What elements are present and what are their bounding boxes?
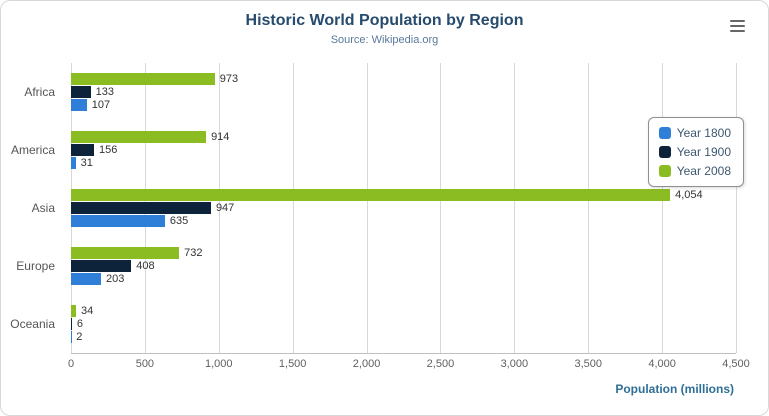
x-tick-label: 2,500	[426, 358, 455, 370]
gridline	[514, 63, 516, 353]
x-tick-label: 4,500	[722, 358, 750, 370]
bar-year-1900[interactable]	[71, 86, 91, 98]
bar-group-oceania: 34 6 2	[71, 295, 736, 353]
gridline	[218, 63, 220, 353]
legend-symbol-icon	[658, 165, 671, 177]
bar-data-label: 4,054	[675, 189, 703, 201]
x-tick-label: 3,000	[500, 358, 529, 370]
bar-row: 635	[71, 215, 736, 227]
bar-group-asia: 4,054 947 635	[71, 179, 736, 237]
y-category-label: Oceania	[10, 317, 55, 331]
legend-item-year-1900[interactable]: Year 1900	[658, 145, 731, 159]
bar-year-1800[interactable]	[71, 157, 76, 169]
gridline	[736, 63, 737, 353]
bar-row: 4,054	[71, 189, 736, 201]
x-axis-title: Population (millions)	[615, 382, 734, 396]
bar-year-1900[interactable]	[71, 260, 132, 272]
y-category-label: Asia	[31, 201, 55, 215]
bar-year-2008[interactable]	[71, 247, 180, 259]
x-tick-label: 0	[67, 358, 75, 370]
legend-symbol-icon	[658, 127, 671, 139]
bar-row: 947	[71, 202, 736, 214]
legend-label: Year 1800	[676, 126, 731, 140]
legend-item-year-2008[interactable]: Year 2008	[658, 164, 731, 178]
bar-row: 203	[71, 273, 736, 285]
bar-row: 107	[71, 99, 736, 111]
bar-data-label: 947	[215, 202, 235, 214]
bar-data-label: 34	[81, 305, 94, 317]
gridline	[588, 63, 590, 353]
hamburger-menu-icon[interactable]	[730, 20, 745, 32]
bar-year-1800[interactable]	[71, 215, 165, 227]
bar-row: 408	[71, 260, 736, 272]
x-tick-label: 1,500	[278, 358, 307, 370]
bar-year-1800[interactable]	[71, 273, 101, 285]
bar-year-2008[interactable]	[71, 131, 207, 143]
plot-area: 973 133 107 914 156 31 4,054 947 635 732 408 203 34 6…	[71, 63, 737, 354]
bar-row: 732	[71, 247, 736, 259]
x-tick-label: 2,000	[352, 358, 381, 370]
gridline	[366, 63, 368, 353]
x-axis-tick-labels: 0 500 1,000 1,500 2,000 2,500 3,000 3,500 4,000 4…	[67, 358, 750, 374]
x-tick-label: 500	[135, 358, 155, 370]
bar-year-1800[interactable]	[71, 99, 87, 111]
gridline	[292, 63, 294, 353]
bar-group-america: 914 156 31	[71, 121, 736, 179]
x-tick-label: 1,000	[205, 358, 233, 370]
legend-label: Year 1900	[676, 145, 731, 159]
bar-data-label: 408	[136, 260, 155, 272]
bar-year-1900[interactable]	[71, 144, 95, 156]
bar-year-2008[interactable]	[71, 305, 77, 317]
bar-data-label: 156	[99, 144, 118, 156]
chart-title: Historic World Population by Region	[245, 12, 524, 29]
bar-row: 914	[71, 131, 736, 143]
bar-row: 156	[71, 144, 736, 156]
y-category-label: Africa	[24, 85, 55, 99]
bar-data-label: 635	[169, 215, 189, 227]
gridline	[662, 63, 664, 353]
bar-data-label: 6	[76, 318, 83, 330]
bar-data-label: 203	[105, 273, 125, 285]
legend-symbol-icon	[658, 146, 671, 158]
bar-group-africa: 973 133 107	[71, 63, 736, 121]
bar-year-1900[interactable]	[71, 318, 72, 330]
bar-row: 133	[71, 86, 736, 98]
bar-row: 34	[71, 305, 736, 317]
legend-item-year-1800[interactable]: Year 1800	[658, 126, 731, 140]
bar-year-1900[interactable]	[71, 202, 211, 214]
legend: Year 1800 Year 1900 Year 2008	[647, 117, 744, 187]
x-tick-label: 4,000	[648, 358, 676, 370]
bar-data-label: 732	[184, 247, 203, 259]
bar-data-label: 973	[219, 73, 239, 85]
bar-row: 2	[71, 331, 736, 343]
gridline	[440, 63, 442, 353]
bar-groups: 973 133 107 914 156 31 4,054 947 635 732 408 203 34 6…	[71, 63, 736, 353]
bar-row: 6	[71, 318, 736, 330]
x-tick-label: 3,500	[574, 358, 602, 370]
bar-data-label: 107	[91, 99, 111, 111]
bar-year-2008[interactable]	[71, 189, 671, 201]
y-category-label: Europe	[16, 259, 55, 273]
y-category-label: America	[10, 143, 55, 157]
bar-data-label: 133	[95, 86, 114, 98]
bar-data-label: 914	[211, 131, 230, 143]
bar-data-label: 2	[76, 331, 83, 343]
bar-year-2008[interactable]	[71, 73, 215, 85]
bar-row: 973	[71, 73, 736, 85]
bar-group-europe: 732 408 203	[71, 237, 736, 295]
bar-data-label: 31	[80, 157, 93, 169]
chart-subtitle: Source: Wikipedia.org	[330, 34, 439, 46]
y-axis-category-labels: Africa America Asia Europe Oceania	[1, 63, 63, 353]
legend-label: Year 2008	[676, 164, 731, 178]
bar-row: 31	[71, 157, 736, 169]
